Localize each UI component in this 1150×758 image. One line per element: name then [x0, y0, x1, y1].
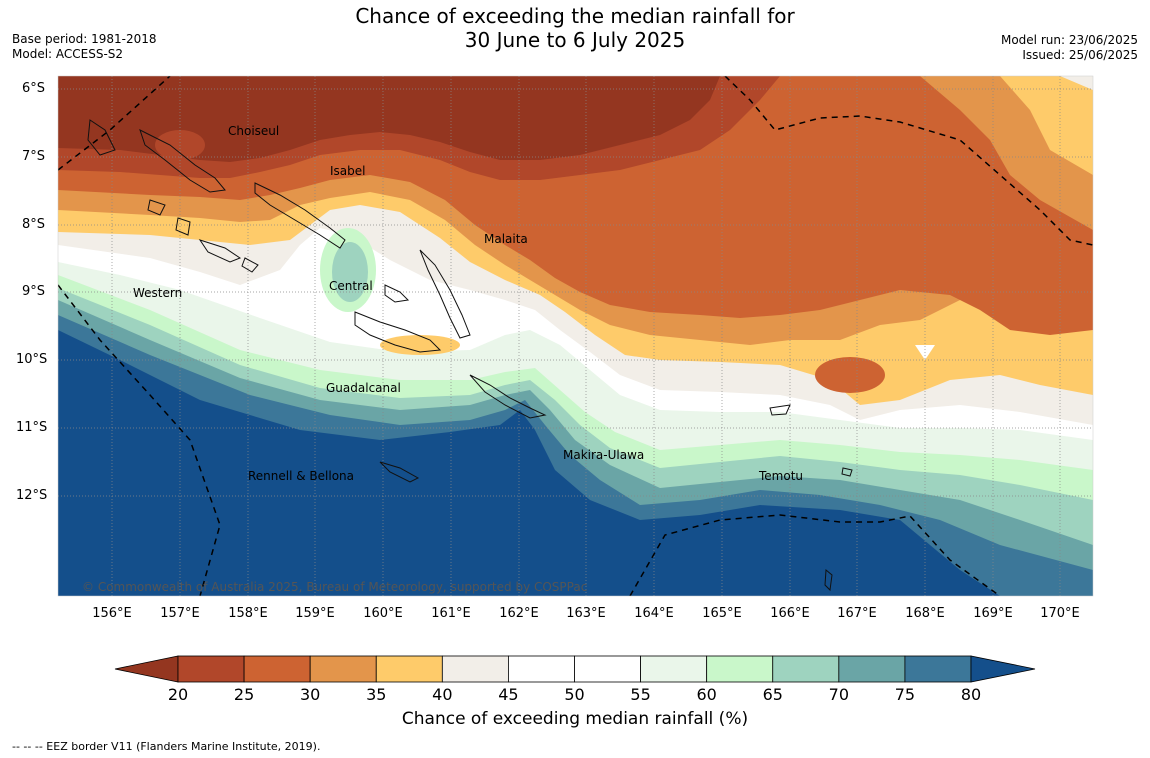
lon-label-166e: 166°E: [770, 606, 810, 621]
colorbar-segment: [441, 655, 509, 683]
central-island: [384, 284, 410, 303]
colorbar-tick-label: 50: [564, 685, 585, 704]
colorbar-segment: [838, 655, 906, 683]
region-label-choiseul: Choiseul: [228, 124, 280, 138]
band-below-20: [58, 76, 720, 162]
colorbar-tick-label: 65: [762, 685, 783, 704]
eez-footnote: -- -- -- EEZ border V11 (Flanders Marine…: [12, 740, 321, 753]
western-island-2: [175, 217, 191, 236]
lon-label-156e: 156°E: [92, 606, 132, 621]
rennell-island: [379, 461, 420, 483]
title-line-2: 30 June to 6 July 2025: [464, 28, 686, 52]
region-label-western: Western: [133, 286, 183, 300]
guadalcanal-island: [354, 311, 442, 353]
colorbar-segment: [375, 655, 443, 683]
colorbar-tick-label: 55: [630, 685, 651, 704]
lat-label-6s: 6°S: [22, 81, 46, 96]
coastlines: [87, 119, 853, 592]
colorbar-segment: [706, 655, 774, 683]
region-label-rennell-bellona: Rennell & Bellona: [248, 469, 355, 483]
lon-label-167e: 167°E: [837, 606, 877, 621]
colorbar-tick-label: 25: [233, 685, 255, 704]
colorbar-segment: [574, 655, 641, 683]
colorbar-tick-label: 80: [960, 685, 982, 704]
colorbar-segment: [177, 655, 245, 683]
lon-label-162e: 162°E: [499, 606, 539, 621]
malaita-island: [419, 249, 471, 339]
colorbar-tick-label: 70: [828, 685, 849, 704]
colorbar-tick-label: 75: [894, 685, 916, 704]
lon-label-158e: 158°E: [228, 606, 268, 621]
model-name: Model: ACCESS-S2: [12, 47, 124, 61]
colorbar-segment: [508, 655, 575, 683]
issued-date: Issued: 25/06/2025: [1022, 48, 1138, 62]
bougainville-island: [87, 119, 116, 156]
lat-label-8s: 8°S: [22, 217, 46, 232]
run-info: Model run: 23/06/2025 Issued: 25/06/2025: [1001, 33, 1138, 63]
lat-label-7s: 7°S: [22, 149, 46, 164]
lon-label-161e: 161°E: [431, 606, 471, 621]
vanuatu-island: [824, 568, 833, 592]
region-label-temotu: Temotu: [759, 469, 804, 483]
colorbar-tick-label: 35: [366, 685, 387, 704]
colorbar-segment: [309, 655, 377, 683]
colorbar-segment: [243, 655, 311, 683]
makira-island: [469, 374, 547, 419]
lon-label-159e: 159°E: [295, 606, 335, 621]
map-frame: [57, 75, 1094, 597]
patch-temotu-orange: [815, 357, 885, 393]
lat-label-11s: 11°S: [16, 420, 48, 435]
copyright-notice: © Commonwealth of Australia 2025, Bureau…: [82, 580, 588, 594]
colorbar-tick-label: 45: [498, 685, 519, 704]
lon-label-165e: 165°E: [702, 606, 742, 621]
region-label-guadalcanal: Guadalcanal: [326, 381, 401, 395]
lat-label-12s: 12°S: [16, 488, 48, 503]
colorbar-title: Chance of exceeding median rainfall (%): [401, 709, 749, 729]
map-title: Chance of exceeding the median rainfall …: [0, 4, 1150, 52]
eez-borders: [58, 76, 1093, 596]
isabel-island: [254, 182, 346, 249]
lon-label-163e: 163°E: [566, 606, 606, 621]
colorbar-tick-label: 60: [696, 685, 717, 704]
colorbar-tick-label: 20: [167, 685, 189, 704]
region-label-malaita: Malaita: [484, 232, 528, 246]
region-label-isabel: Isabel: [330, 164, 366, 178]
colorbar-extend-high: [970, 655, 1036, 683]
colorbar-tick-label: 30: [299, 685, 321, 704]
colorbar-extend-low: [114, 655, 179, 683]
temotu-island-1: [769, 404, 791, 416]
choiseul-island: [139, 129, 226, 193]
colorbar-segment: [904, 655, 972, 683]
western-island-1: [147, 199, 166, 216]
region-label-central: Central: [329, 279, 373, 293]
lon-label-168e: 168°E: [905, 606, 945, 621]
colorbar-segment: [772, 655, 840, 683]
patch-central-teal: [332, 242, 368, 302]
model-info: Base period: 1981-2018 Model: ACCESS-S2: [12, 32, 157, 62]
lon-label-169e: 169°E: [973, 606, 1013, 621]
western-island-3: [198, 239, 242, 263]
lat-label-10s: 10°S: [16, 352, 48, 367]
colorbar-tick-label: 40: [432, 685, 453, 704]
base-period: Base period: 1981-2018: [12, 32, 157, 46]
probability-field: [58, 76, 1093, 596]
model-run: Model run: 23/06/2025: [1000, 33, 1138, 47]
lon-label-164e: 164°E: [634, 606, 674, 621]
lon-label-170e: 170°E: [1040, 606, 1080, 621]
title-line-1: Chance of exceeding the median rainfall …: [355, 4, 795, 28]
region-label-makira-ulawa: Makira-Ulawa: [563, 448, 645, 462]
colorbar-segment: [640, 655, 708, 683]
lon-label-157e: 157°E: [160, 606, 200, 621]
temotu-island-2: [841, 467, 853, 477]
western-island-4: [241, 257, 259, 273]
lat-label-9s: 9°S: [22, 284, 46, 299]
lon-label-160e: 160°E: [363, 606, 403, 621]
